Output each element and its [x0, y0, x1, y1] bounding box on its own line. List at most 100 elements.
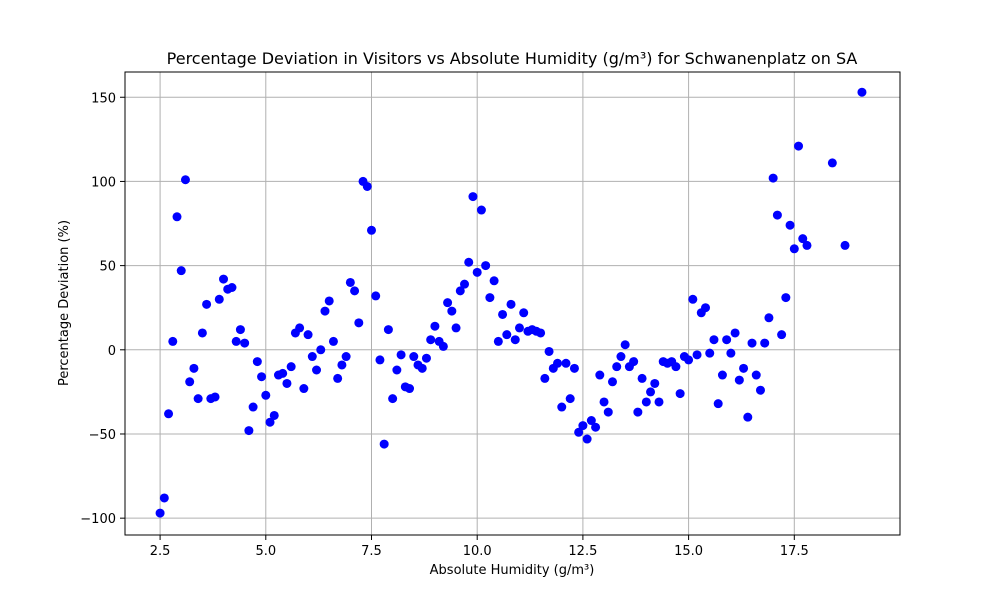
data-point: [375, 355, 385, 365]
data-point: [472, 267, 482, 277]
data-point: [603, 407, 613, 417]
data-point: [760, 338, 770, 348]
x-tick-label: 17.5: [780, 544, 809, 559]
data-point: [316, 345, 326, 355]
x-tick-label: 2.5: [150, 544, 171, 559]
data-point: [743, 412, 753, 422]
data-point: [388, 394, 398, 404]
data-point: [159, 493, 169, 503]
data-point: [768, 173, 778, 183]
data-point: [299, 384, 309, 394]
data-point: [405, 384, 415, 394]
data-point: [705, 348, 715, 358]
data-point: [379, 439, 389, 449]
y-tick-label: −100: [80, 512, 116, 527]
data-point: [781, 293, 791, 303]
data-point: [734, 375, 744, 385]
y-tick-label: 0: [108, 344, 116, 359]
data-point: [307, 352, 317, 362]
x-tick-label: 12.5: [568, 544, 597, 559]
data-point: [701, 303, 711, 313]
data-point: [747, 338, 757, 348]
data-point: [616, 352, 626, 362]
y-tick-label: 100: [91, 175, 116, 190]
data-points: [155, 87, 867, 518]
data-point: [219, 274, 229, 284]
data-point: [540, 373, 550, 383]
data-point: [607, 377, 617, 387]
data-point: [193, 394, 203, 404]
data-point: [438, 341, 448, 351]
data-point: [189, 363, 199, 373]
data-point: [502, 330, 512, 340]
data-point: [633, 407, 643, 417]
data-point: [536, 328, 546, 338]
data-point: [295, 323, 305, 333]
data-point: [426, 335, 436, 345]
data-point: [629, 357, 639, 367]
data-point: [481, 261, 491, 271]
data-point: [726, 348, 736, 358]
data-point: [244, 426, 254, 436]
data-point: [569, 363, 579, 373]
data-point: [155, 508, 165, 518]
data-point: [722, 335, 732, 345]
data-point: [561, 358, 571, 368]
data-point: [227, 283, 237, 293]
plot-frame: [124, 71, 901, 536]
data-point: [646, 387, 656, 397]
data-point: [789, 244, 799, 254]
data-point: [257, 372, 267, 382]
data-point: [777, 330, 787, 340]
data-point: [840, 240, 850, 250]
data-point: [185, 377, 195, 387]
data-point: [354, 318, 364, 328]
data-point: [857, 87, 867, 97]
axis-ticks: 2.5 5.0 7.5 10.0 12.5 15.0 17.5 −100 −50 0 50 100 15…: [80, 91, 808, 559]
data-point: [350, 286, 360, 296]
data-point: [637, 373, 647, 383]
data-point: [827, 158, 837, 168]
data-point: [755, 385, 765, 395]
data-point: [485, 293, 495, 303]
data-point: [641, 397, 651, 407]
data-point: [417, 363, 427, 373]
data-point: [506, 299, 516, 309]
data-point: [785, 220, 795, 230]
data-point: [557, 402, 567, 412]
data-point: [252, 357, 262, 367]
data-point: [764, 313, 774, 323]
data-point: [802, 240, 812, 250]
data-point: [514, 323, 524, 333]
data-point: [278, 368, 288, 378]
data-point: [383, 325, 393, 335]
data-point: [595, 370, 605, 380]
data-point: [599, 397, 609, 407]
data-point: [328, 336, 338, 346]
data-point: [312, 365, 322, 375]
data-point: [286, 362, 296, 372]
data-point: [320, 306, 330, 316]
data-point: [371, 291, 381, 301]
data-point: [443, 298, 453, 308]
data-point: [265, 417, 275, 427]
y-tick-label: 50: [99, 260, 116, 275]
data-point: [675, 389, 685, 399]
data-point: [730, 328, 740, 338]
data-point: [717, 370, 727, 380]
y-tick-label: 150: [91, 91, 116, 106]
data-point: [751, 370, 761, 380]
data-point: [214, 294, 224, 304]
data-point: [493, 336, 503, 346]
data-point: [240, 338, 250, 348]
data-point: [261, 390, 271, 400]
data-point: [739, 363, 749, 373]
data-point: [464, 257, 474, 267]
data-point: [578, 421, 588, 431]
data-point: [553, 358, 563, 368]
data-point: [772, 210, 782, 220]
data-point: [210, 392, 220, 402]
data-point: [671, 362, 681, 372]
data-point: [235, 325, 245, 335]
